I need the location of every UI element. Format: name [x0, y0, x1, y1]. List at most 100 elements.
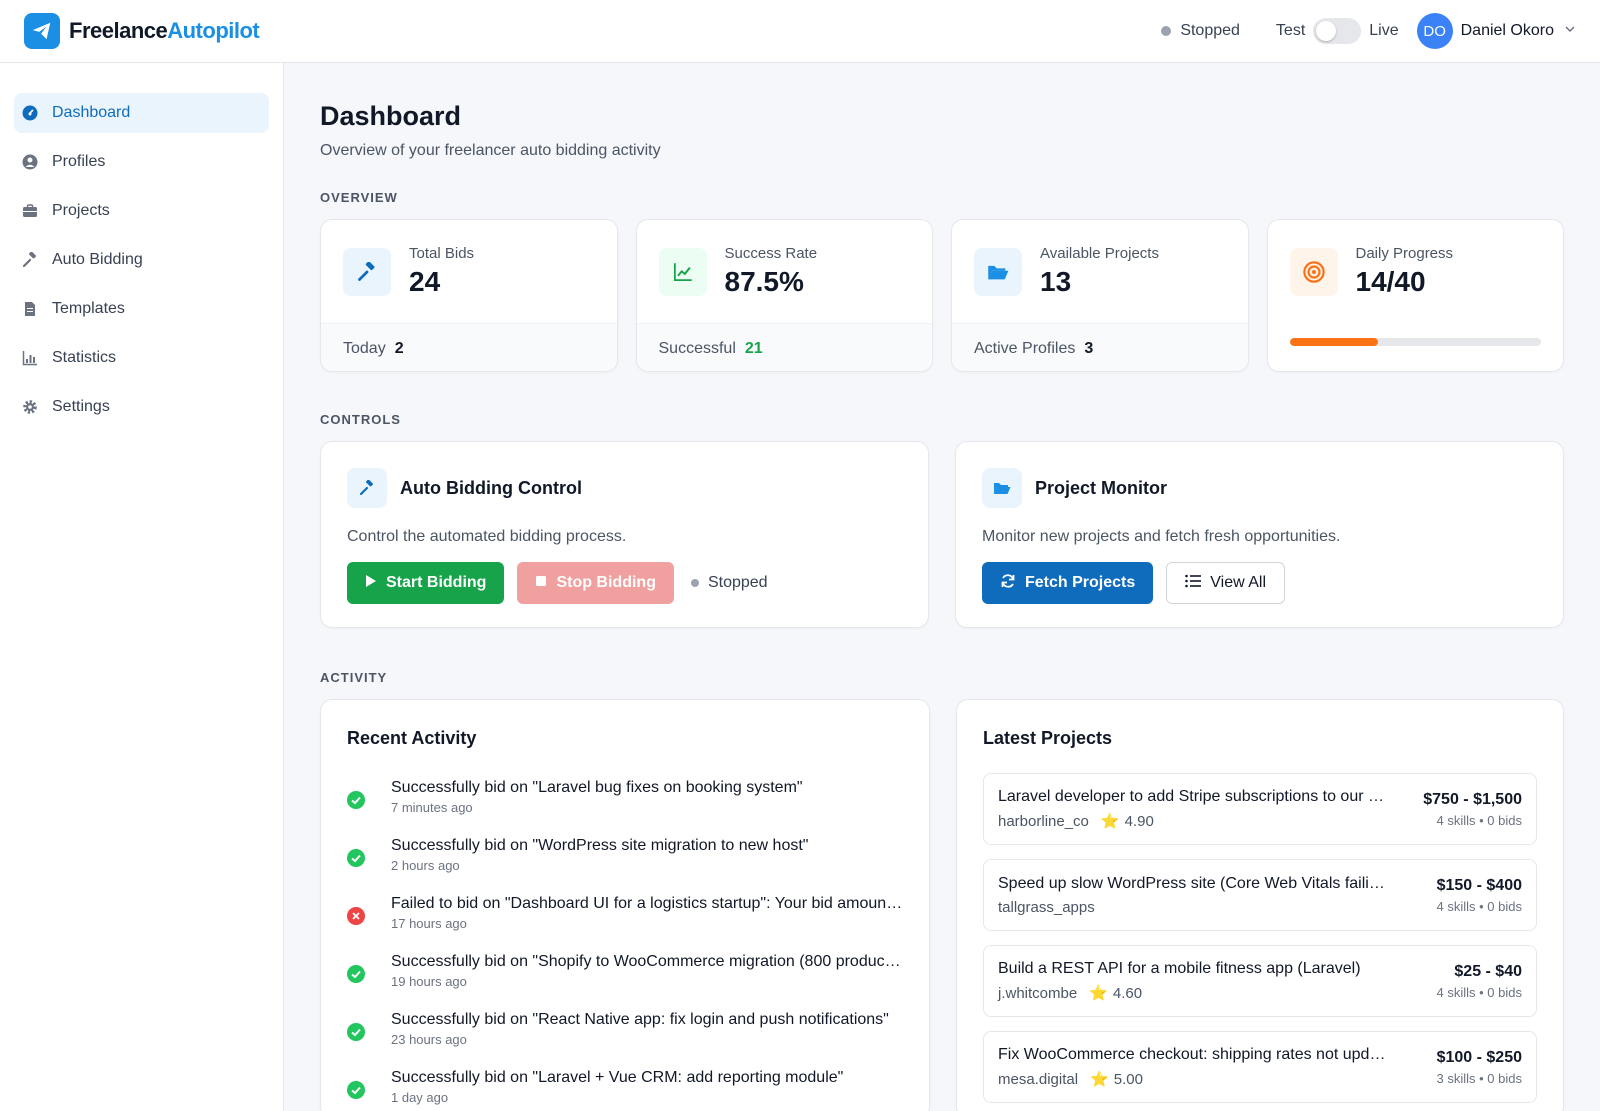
start-bidding-button[interactable]: Start Bidding: [347, 562, 505, 604]
card-title: Auto Bidding Control: [400, 477, 582, 498]
activity-time: 23 hours ago: [391, 1032, 467, 1047]
project-monitor-card: Project Monitor Monitor new projects and…: [955, 441, 1564, 628]
project-title: Laravel developer to add Stripe subscrip…: [998, 788, 1388, 805]
project-title: Speed up slow WordPress site (Core Web V…: [998, 874, 1388, 892]
project-item[interactable]: Speed up slow WordPress site (Core Web V…: [983, 859, 1537, 931]
project-owner: harborline_co: [998, 812, 1089, 830]
activity-time: 17 hours ago: [391, 916, 467, 931]
mode-live-label: Live: [1369, 22, 1399, 39]
star-icon: ⭐: [1089, 985, 1108, 1002]
stat-value: 14/40: [1355, 266, 1426, 297]
stat-card-available-projects: Available Projects 13 Active Profiles 3: [951, 219, 1249, 372]
check-circle-icon: [347, 1081, 365, 1099]
project-budget: $25 - $40: [1454, 962, 1522, 980]
activity-grid: Recent Activity Successfully bid on "Lar…: [320, 699, 1564, 1111]
stop-icon: [535, 574, 547, 592]
fetch-projects-button[interactable]: Fetch Projects: [982, 562, 1154, 604]
gavel-icon: [347, 468, 387, 508]
activity-text: Successfully bid on "Laravel + Vue CRM: …: [391, 1069, 844, 1086]
stat-label: Total Bids: [409, 245, 475, 262]
sidebar-item-profiles[interactable]: Profiles: [14, 142, 269, 182]
sidebar-item-projects[interactable]: Projects: [14, 191, 269, 231]
status-dot-icon: [690, 579, 699, 587]
sidebar-item-auto-bidding[interactable]: Auto Bidding: [14, 240, 269, 280]
user-menu[interactable]: DO Daniel Okoro: [1416, 13, 1576, 49]
stat-label: Success Rate: [724, 245, 818, 262]
controls-grid: Auto Bidding Control Control the automat…: [320, 441, 1564, 628]
folder-open-icon: [974, 247, 1022, 296]
error-circle-icon: [347, 907, 365, 925]
overview-section-label: OVERVIEW: [320, 190, 398, 205]
list-item: Successfully bid on "Shopify to WooComme…: [347, 953, 903, 1011]
briefcase-icon: [22, 203, 38, 219]
target-icon: [1289, 247, 1338, 296]
daily-progress-bar: [1289, 337, 1541, 346]
auto-bidding-card: Auto Bidding Control Control the automat…: [320, 441, 929, 628]
project-meta: 3 skills • 0 bids: [1436, 1070, 1522, 1086]
stat-value: 13: [1040, 266, 1072, 297]
stat-foot-label: Today: [343, 339, 386, 357]
project-owner: mesa.digital: [998, 1070, 1079, 1088]
mode-test-label: Test: [1275, 22, 1306, 39]
check-circle-icon: [347, 965, 365, 983]
check-circle-icon: [347, 791, 365, 809]
button-label: Start Bidding: [386, 574, 487, 591]
app-name: FreelanceAutopilot: [69, 18, 260, 43]
sidebar-item-templates[interactable]: Templates: [14, 289, 269, 329]
list-item: Successfully bid on "Laravel + Vue CRM: …: [347, 1069, 903, 1111]
stat-card-total-bids: Total Bids 24 Today 2: [320, 219, 618, 372]
project-rating: 4.90: [1124, 812, 1154, 830]
sidebar-item-settings[interactable]: Settings: [14, 387, 269, 427]
stat-foot-value: 2: [394, 339, 404, 357]
stat-value: 87.5%: [724, 266, 804, 297]
main-content: Dashboard Overview of your freelancer au…: [284, 63, 1600, 1111]
chart-icon: [22, 350, 38, 366]
sidebar: Dashboard Profiles Projects Auto Bidding…: [0, 63, 284, 1111]
card-title: Project Monitor: [1035, 477, 1168, 498]
stat-foot-label: Active Profiles: [974, 339, 1076, 357]
view-all-button[interactable]: View All: [1166, 562, 1285, 604]
stop-bidding-button[interactable]: Stop Bidding: [517, 562, 674, 604]
folder-open-icon: [982, 468, 1022, 508]
project-item[interactable]: Build a REST API for a mobile fitness ap…: [983, 945, 1537, 1017]
project-rating: 4.60: [1112, 984, 1143, 1002]
project-meta: 4 skills • 0 bids: [1436, 812, 1522, 828]
page-title: Dashboard: [320, 101, 462, 131]
stat-card-success-rate: Success Rate 87.5% Successful 21: [635, 219, 933, 372]
sidebar-item-label: Settings: [52, 398, 110, 415]
activity-text: Successfully bid on "WordPress site migr…: [391, 837, 809, 854]
dashboard-icon: [22, 105, 38, 121]
activity-text: Failed to bid on "Dashboard UI for a log…: [391, 895, 903, 912]
gavel-icon: [22, 252, 38, 268]
stats-grid: Total Bids 24 Today 2 Success Rate 87.5% Su…: [320, 219, 1564, 372]
sidebar-item-label: Auto Bidding: [52, 251, 143, 268]
sidebar-item-label: Profiles: [52, 153, 106, 170]
activity-section-label: ACTIVITY: [320, 670, 388, 685]
card-description: Control the automated bidding process.: [347, 528, 627, 545]
stat-foot-value: 3: [1084, 339, 1094, 357]
bidding-status: Stopped: [1180, 22, 1240, 39]
button-label: Fetch Projects: [1025, 574, 1136, 591]
sidebar-item-label: Projects: [52, 202, 110, 219]
activity-text: Successfully bid on "Laravel bug fixes o…: [391, 779, 803, 796]
check-circle-icon: [347, 1023, 365, 1041]
app-logo[interactable]: FreelanceAutopilot: [24, 13, 260, 49]
check-circle-icon: [347, 849, 365, 867]
project-item[interactable]: Fix WooCommerce checkout: shipping rates…: [983, 1031, 1537, 1103]
user-icon: [22, 154, 38, 170]
sidebar-item-statistics[interactable]: Statistics: [14, 338, 269, 378]
live-mode-toggle[interactable]: [1313, 18, 1362, 44]
stat-foot-label: Successful: [658, 339, 736, 357]
project-item[interactable]: Laravel developer to add Stripe subscrip…: [983, 773, 1537, 845]
sidebar-item-dashboard[interactable]: Dashboard: [14, 93, 269, 133]
project-title: Fix WooCommerce checkout: shipping rates…: [998, 1046, 1388, 1063]
sidebar-item-label: Templates: [52, 300, 125, 317]
gear-icon: [22, 399, 38, 415]
card-description: Monitor new projects and fetch fresh opp…: [982, 528, 1341, 545]
stat-label: Daily Progress: [1355, 245, 1454, 262]
sidebar-item-label: Statistics: [52, 349, 117, 366]
activity-time: 1 day ago: [391, 1090, 449, 1105]
activity-time: 19 hours ago: [391, 974, 467, 989]
stat-value: 24: [409, 266, 441, 297]
project-owner: j.whitcombe: [998, 984, 1078, 1002]
